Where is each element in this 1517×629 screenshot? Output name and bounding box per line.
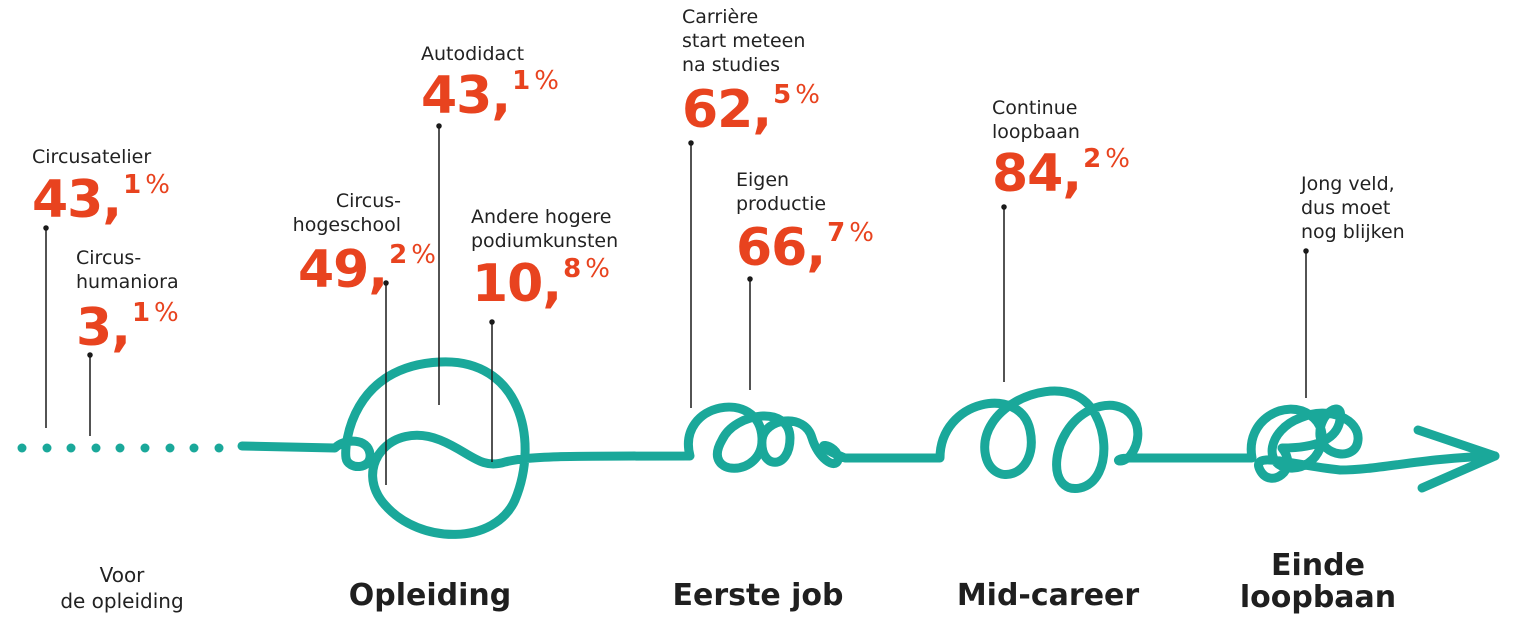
stage-eerste-job: Eerste job xyxy=(672,578,844,613)
pct-carriere: 62,5% xyxy=(682,80,820,140)
pct-continue: 84,2% xyxy=(992,144,1130,204)
pct-sign: % xyxy=(849,218,874,248)
pct-dec: 7 xyxy=(827,218,846,248)
pct-int: 66 xyxy=(736,218,807,278)
pct-dec: 2 xyxy=(389,240,408,270)
label-circusatelier: Circusatelier xyxy=(32,146,152,168)
stage-einde: Einde loopbaan xyxy=(1239,548,1397,615)
pct-sign: % xyxy=(145,170,170,200)
pct-sign: % xyxy=(154,298,179,328)
label-continue: Continue loopbaan xyxy=(992,97,1080,143)
pct-andere: 10,8% xyxy=(472,254,610,314)
stage-voor: Voor de opleiding xyxy=(60,563,184,613)
label-autodidact: Autodidact xyxy=(421,43,525,65)
pct-int: 43 xyxy=(32,170,103,230)
pct-sign: % xyxy=(1105,144,1130,174)
pct-eigen: 66,7% xyxy=(736,218,874,278)
label-jong-veld: Jong veld, dus moet nog blijken xyxy=(1301,173,1405,243)
pct-dec: 8 xyxy=(563,254,582,284)
label-andere: Andere hogere podiumkunsten xyxy=(471,206,619,252)
pct-dec: 1 xyxy=(123,170,142,200)
main-path xyxy=(237,357,1500,539)
pct-int: 49 xyxy=(298,240,369,300)
pct-dec: 2 xyxy=(1083,144,1102,174)
pct-dec: 5 xyxy=(773,80,792,110)
pct-int: 10 xyxy=(472,254,543,314)
pct-sign: % xyxy=(534,66,559,96)
stage-opleiding: Opleiding xyxy=(348,578,512,613)
pointer-lines xyxy=(43,123,1309,485)
pct-circushogeschool: 49,2% xyxy=(298,240,436,300)
pct-sign: % xyxy=(795,80,820,110)
pct-int: 84 xyxy=(992,144,1063,204)
pct-autodidact: 43,1% xyxy=(421,66,559,126)
pct-circusatelier: 43,1% xyxy=(32,170,170,230)
pct-sign: % xyxy=(411,240,436,270)
pct-circushumaniora: 3,1% xyxy=(76,298,179,358)
pct-int: 3 xyxy=(76,298,112,358)
pct-sign: % xyxy=(585,254,610,284)
pct-dec: 1 xyxy=(512,66,531,96)
pct-dec: 1 xyxy=(131,298,151,328)
label-circushumaniora: Circus- humaniora xyxy=(76,247,179,293)
pct-int: 43 xyxy=(421,66,492,126)
arrow-head xyxy=(1413,425,1500,493)
dotted-start-line xyxy=(17,443,224,453)
label-circushogeschool: Circus- hogeschool xyxy=(292,190,401,236)
stage-mid-career: Mid-career xyxy=(956,578,1140,613)
label-carriere: Carrière start meteen na studies xyxy=(682,6,806,76)
pct-int: 62 xyxy=(682,80,753,140)
label-eigen: Eigen productie xyxy=(736,169,827,215)
